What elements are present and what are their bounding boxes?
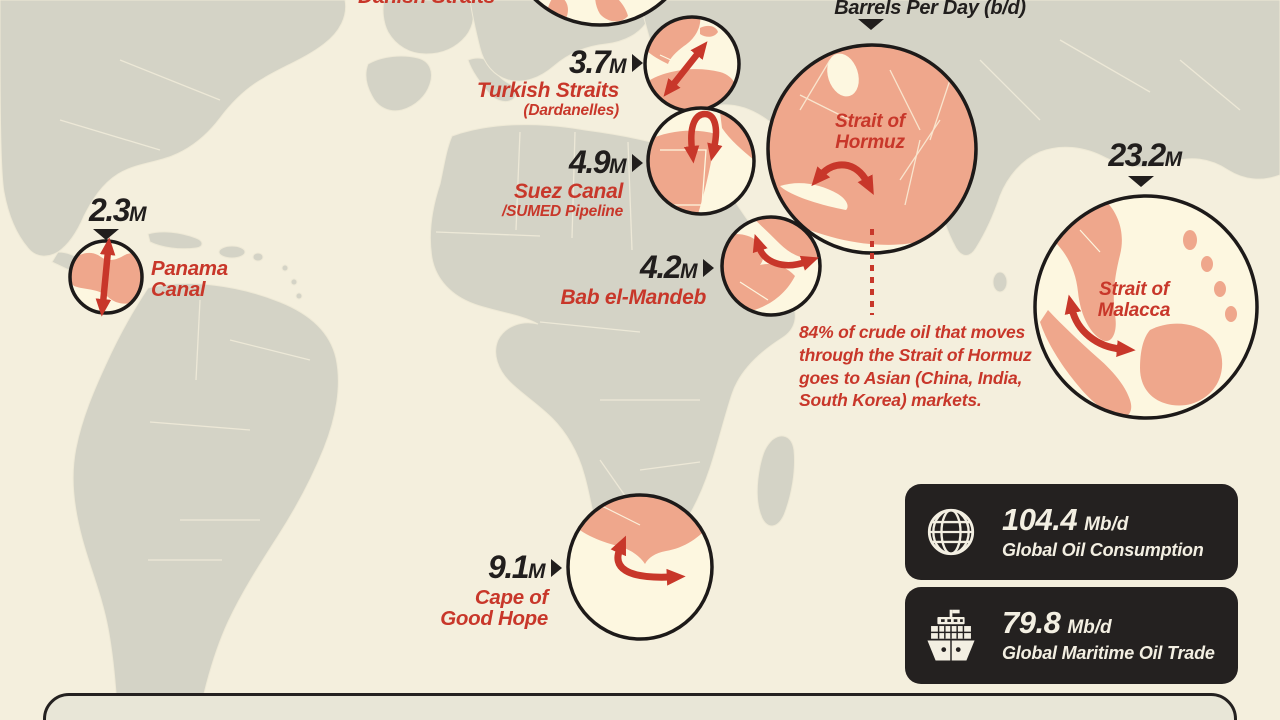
bab-el-mandeb-arrow: [752, 234, 819, 271]
cape-value: 9.1M: [428, 551, 562, 583]
globe-icon: [927, 508, 975, 556]
global-oil-consumption-box: 104.4 Mb/d Global Oil Consumption: [906, 485, 1237, 579]
pointer-triangle-hormuz: [858, 19, 884, 30]
bab-name: Bab el-Mandeb: [560, 286, 707, 309]
malacca-name: Strait of Malacca: [1097, 279, 1171, 322]
pointer-triangle-bab: [703, 258, 714, 277]
suez-value: 4.9M: [425, 146, 643, 178]
panama-name: Panama Canal: [151, 257, 228, 301]
global-maritime-oil-trade-box: 79.8 Mb/d Global Maritime Oil Trade: [906, 588, 1237, 683]
turkish-name: Turkish Straits: [476, 79, 619, 102]
strait-of-hormuz-arrow: [811, 161, 874, 196]
cape-of-good-hope-circle: [566, 493, 714, 641]
maritime-label: Global Maritime Oil Trade: [1002, 643, 1215, 663]
strait-of-malacca-arrow: [1064, 294, 1136, 358]
pointer-triangle-suez: [632, 153, 643, 172]
suez-subname: /SUMED Pipeline: [501, 203, 623, 221]
hormuz-name: Strait of Hormuz: [835, 111, 905, 154]
suez-name: Suez Canal: [513, 180, 623, 203]
panama-value: 2.3M: [89, 192, 146, 228]
consumption-unit: Mb/d: [1084, 513, 1129, 535]
maritime-unit: Mb/d: [1067, 617, 1112, 638]
maritime-value: 79.8: [1002, 605, 1061, 640]
consumption-stat-text: 104.4 Mb/d Global Oil Consumption: [1002, 504, 1204, 561]
suez-canal-arrow: [683, 110, 723, 164]
suez-canal-circle: [646, 106, 756, 216]
consumption-value: 104.4: [1002, 501, 1078, 537]
bab-value: 4.2M: [498, 251, 714, 283]
panama-canal-circle: [68, 237, 144, 317]
cape-label-block: 9.1M Cape of Good Hope: [428, 551, 562, 630]
cape-name: Cape of Good Hope: [440, 586, 548, 630]
suez-canal-label-block: 4.9M Suez Canal /SUMED Pipeline: [425, 146, 643, 221]
consumption-label: Global Oil Consumption: [1002, 539, 1204, 560]
danish-straits-label: Danish Straits: [358, 0, 495, 7]
hormuz-annotation: 84% of crude oil that moves through the …: [799, 322, 1032, 411]
turkish-straits-circle: [643, 15, 741, 113]
turkish-subname: (Dardanelles): [523, 102, 619, 120]
metric-unit-label: Barrels Per Day (b/d): [834, 0, 1026, 19]
country-borders: [59, 39, 1241, 561]
pointer-triangle-turkish: [632, 53, 643, 72]
maritime-stat-text: 79.8 Mb/d Global Maritime Oil Trade: [1002, 607, 1215, 664]
pointer-triangle-panama: [93, 229, 119, 240]
turkish-value: 3.7M: [425, 46, 643, 78]
bab-el-mandeb-label-block: 4.2M Bab el-Mandeb: [498, 251, 714, 308]
malacca-value: 23.2M: [1108, 137, 1182, 173]
turkish-straits-label-block: 3.7M Turkish Straits (Dardanelles): [425, 46, 643, 120]
bottom-panel: [43, 693, 1237, 720]
pointer-triangle-cape: [551, 558, 562, 577]
cape-of-good-hope-arrow: [610, 535, 686, 586]
turkish-straits-arrow: [663, 41, 708, 97]
panama-canal-arrow: [95, 237, 116, 317]
hormuz-dotted-leader: [870, 229, 874, 315]
ship-icon: [927, 609, 975, 660]
pointer-triangle-malacca: [1128, 176, 1154, 187]
